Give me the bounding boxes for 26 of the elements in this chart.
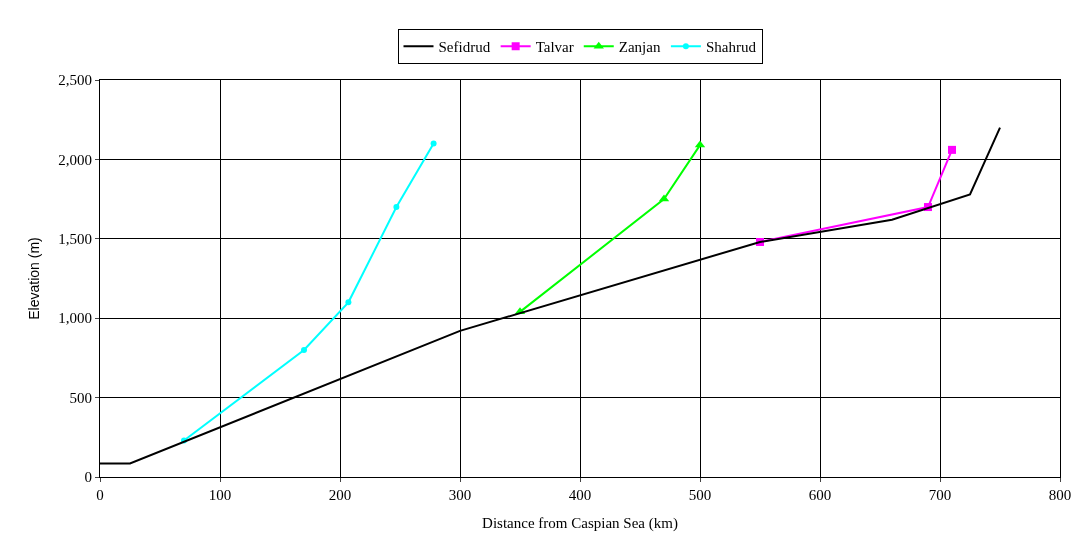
y-axis-title: Elevation (m) xyxy=(25,237,42,320)
x-tick-label: 500 xyxy=(688,487,712,503)
y-tick-label: 500 xyxy=(69,389,92,406)
y-tick-label: 0 xyxy=(84,469,92,486)
point xyxy=(430,140,437,147)
y-tick-label: 2,000 xyxy=(58,151,92,168)
legend-label: Zanjan xyxy=(618,39,661,56)
x-tick-label: 800 xyxy=(1048,487,1072,503)
point xyxy=(301,346,307,353)
point xyxy=(393,204,400,211)
legend-label: Sefidrud xyxy=(438,39,491,56)
y-tick-label: 2,500 xyxy=(58,72,92,89)
x-axis-title: Distance from Caspian Sea (km) xyxy=(482,515,678,532)
x-tick-label: 400 xyxy=(568,487,592,503)
x-tick-label: 700 xyxy=(928,487,952,503)
y-tick-label: 1,500 xyxy=(58,231,92,248)
x-tick-label: 200 xyxy=(328,487,352,503)
x-tick-label: 300 xyxy=(448,487,472,503)
y-tick-label: 1,000 xyxy=(58,310,92,327)
legend-label: Shahrud xyxy=(705,39,757,56)
legend-label: Talvar xyxy=(535,39,574,56)
point xyxy=(345,299,352,306)
x-tick-label: 0 xyxy=(96,487,104,503)
x-tick-label: 600 xyxy=(808,487,832,503)
point xyxy=(948,145,956,154)
x-tick-label: 100 xyxy=(208,487,232,503)
